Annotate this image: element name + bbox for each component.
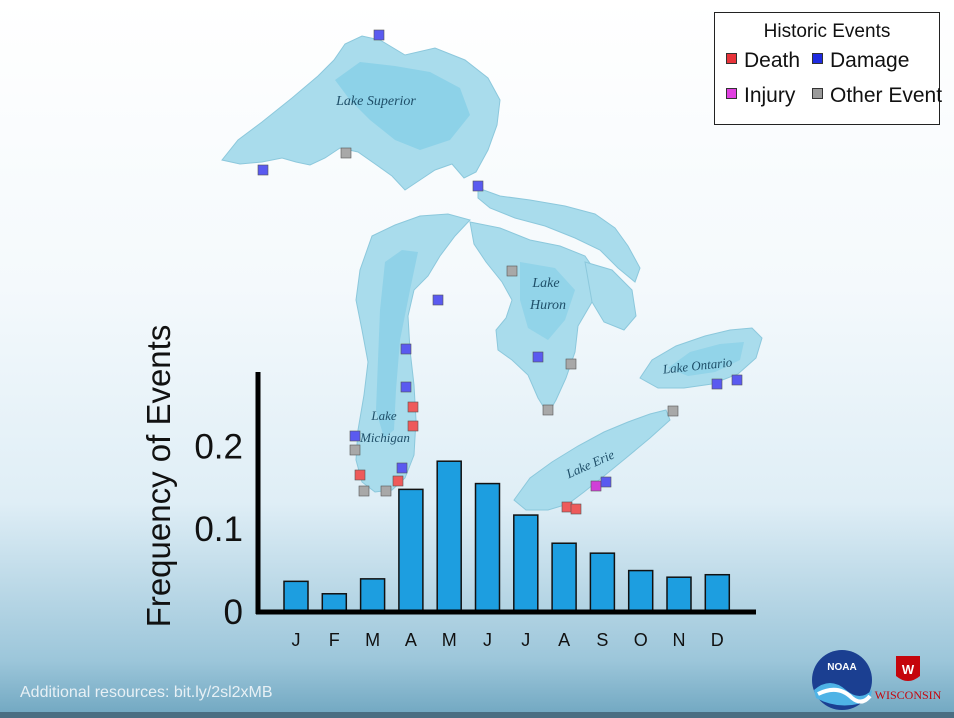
lake-superior-deep (335, 62, 470, 150)
x-tick-label: A (558, 630, 570, 650)
y-tick-label: 0.2 (194, 427, 243, 466)
bar-S (589, 552, 616, 613)
additional-resources-link[interactable]: Additional resources: bit.ly/2sl2xMB (20, 684, 273, 701)
legend-item-injury: Injury (726, 84, 795, 108)
bar-O (627, 569, 654, 613)
event-marker-death (354, 469, 366, 481)
lake-ontario-deep (668, 342, 744, 376)
lake-ontario-label: Lake Ontario (661, 354, 733, 376)
legend-label-injury: Injury (744, 84, 796, 107)
death-swatch (726, 53, 737, 64)
north-channel-shape (477, 187, 641, 283)
event-marker-damage (349, 430, 361, 442)
lake-michigan-deep (376, 250, 418, 438)
event-marker-damage (731, 374, 743, 386)
event-marker-damage (373, 29, 385, 41)
lake-huron-deep (520, 262, 575, 340)
georgian-bay-shape (584, 261, 637, 331)
event-marker-damage (396, 462, 408, 474)
lake-huron-label-line1: Lake (531, 276, 559, 291)
x-tick-label: J (521, 630, 530, 650)
lake-michigan-label-line2: Michigan (359, 430, 410, 445)
event-marker-death (392, 475, 404, 487)
x-tick-label: M (365, 630, 380, 650)
y-tick-label: 0.1 (194, 510, 243, 549)
great-lakes-map: Lake Superior Lake Michigan Lake Huron L… (221, 35, 763, 511)
event-marker-death (407, 420, 419, 432)
event-marker-death (561, 501, 573, 513)
event-marker-damage (257, 164, 269, 176)
lake-erie-shape (513, 409, 671, 511)
bar-J (513, 514, 539, 613)
legend-label-death: Death (744, 49, 801, 72)
bar-F (321, 593, 348, 613)
wisconsin-logo-text: WISCONSIN (875, 688, 942, 702)
noaa-logo: NOAA (812, 650, 872, 710)
bar-J (283, 580, 309, 613)
x-tick-label: N (673, 630, 686, 650)
event-marker-other (358, 485, 370, 497)
legend-item-death: Death (726, 49, 800, 73)
noaa-logo-text: NOAA (827, 662, 856, 673)
event-marker-damage (472, 180, 484, 192)
event-marker-damage (711, 378, 723, 390)
bar-M (359, 578, 386, 613)
event-markers (257, 29, 743, 515)
frequency-bar-chart: J F M A M J J A S O N D 0 0.1 0.2 (194, 372, 756, 650)
y-tick-label: 0 (224, 593, 243, 632)
event-marker-other (506, 265, 518, 277)
event-marker-other (565, 358, 577, 370)
lake-michigan-label-line1: Lake (370, 408, 397, 423)
wisconsin-logo: W WISCONSIN (875, 656, 942, 702)
bar-N (666, 576, 692, 613)
event-marker-other (340, 147, 352, 159)
injury-swatch (726, 88, 737, 99)
x-tick-label: A (405, 630, 417, 650)
legend: Historic Events Death Damage Injury Othe… (714, 12, 942, 125)
event-marker-other (380, 485, 392, 497)
event-marker-death (570, 503, 582, 515)
lake-huron-label-line2: Huron (529, 298, 566, 313)
damage-swatch (812, 53, 823, 64)
x-tick-label: S (596, 630, 608, 650)
x-tick-label: D (711, 630, 724, 650)
legend-title: Historic Events (763, 21, 891, 42)
x-tick-label: F (329, 630, 340, 650)
svg-text:W: W (902, 662, 915, 677)
bar-A (551, 542, 577, 613)
other-event-swatch (812, 88, 823, 99)
x-tick-label: O (634, 630, 648, 650)
legend-item-damage: Damage (812, 49, 909, 73)
legend-label-other-event: Other Event (830, 84, 943, 107)
bar-M (436, 460, 462, 613)
bar-A (398, 488, 424, 613)
x-tick-label: M (442, 630, 457, 650)
y-axis-label: Frequency of Events (140, 325, 177, 628)
event-marker-other (542, 404, 554, 416)
legend-label-damage: Damage (830, 49, 910, 72)
event-marker-injury (590, 480, 602, 492)
event-marker-other (667, 405, 679, 417)
event-marker-damage (600, 476, 612, 488)
legend-item-other-event: Other Event (812, 84, 942, 108)
x-tick-label: J (292, 630, 301, 650)
bar-J (474, 482, 501, 613)
bottom-bar (0, 712, 954, 718)
event-marker-death (407, 401, 419, 413)
bar-D (704, 573, 731, 613)
x-tick-label: J (483, 630, 492, 650)
event-marker-damage (432, 294, 444, 306)
lake-superior-label: Lake Superior (335, 94, 416, 109)
event-marker-damage (532, 351, 544, 363)
event-marker-damage (400, 381, 412, 393)
event-marker-damage (400, 343, 412, 355)
event-marker-other (349, 444, 361, 456)
